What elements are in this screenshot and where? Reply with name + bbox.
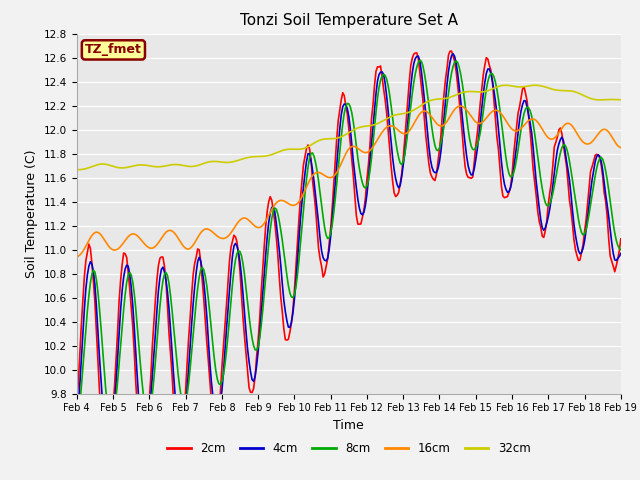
4cm <box>88 261 96 267</box>
Line: 8cm: 8cm <box>77 60 621 424</box>
2cm <box>448 48 456 54</box>
2cm <box>384 127 392 132</box>
Legend: 2cm, 4cm, 8cm, 16cm, 32cm: 2cm, 4cm, 8cm, 16cm, 32cm <box>163 437 535 460</box>
2cm <box>88 261 96 266</box>
32cm <box>401 110 408 116</box>
8cm <box>401 152 408 157</box>
Title: Tonzi Soil Temperature Set A: Tonzi Soil Temperature Set A <box>240 13 458 28</box>
16cm <box>552 134 559 140</box>
32cm <box>73 167 81 173</box>
2cm <box>403 118 410 123</box>
4cm <box>554 147 561 153</box>
Line: 2cm: 2cm <box>77 51 621 464</box>
2cm <box>554 134 561 140</box>
32cm <box>532 83 540 88</box>
Line: 4cm: 4cm <box>77 54 621 453</box>
8cm <box>416 58 424 63</box>
16cm <box>88 233 96 239</box>
4cm <box>384 107 392 113</box>
Y-axis label: Soil Temperature (C): Soil Temperature (C) <box>25 149 38 278</box>
8cm <box>88 271 96 277</box>
32cm <box>88 164 96 169</box>
8cm <box>383 76 390 82</box>
16cm <box>617 144 625 150</box>
2cm <box>415 56 422 61</box>
16cm <box>383 124 390 130</box>
32cm <box>383 116 390 121</box>
32cm <box>552 87 559 93</box>
X-axis label: Time: Time <box>333 419 364 432</box>
2cm <box>617 236 625 242</box>
4cm <box>449 51 457 57</box>
4cm <box>73 417 81 423</box>
32cm <box>617 97 625 103</box>
4cm <box>617 251 625 256</box>
Text: TZ_fmet: TZ_fmet <box>85 43 142 56</box>
4cm <box>403 137 410 143</box>
32cm <box>174 162 182 168</box>
8cm <box>73 421 81 427</box>
2cm <box>102 461 109 467</box>
4cm <box>176 429 184 434</box>
8cm <box>174 371 182 376</box>
Line: 16cm: 16cm <box>77 106 621 257</box>
32cm <box>413 106 420 111</box>
8cm <box>413 64 420 70</box>
8cm <box>617 247 625 252</box>
16cm <box>457 103 465 109</box>
2cm <box>176 444 184 450</box>
16cm <box>401 131 408 137</box>
16cm <box>174 235 182 241</box>
Line: 32cm: 32cm <box>77 85 621 170</box>
16cm <box>73 254 81 260</box>
8cm <box>552 174 559 180</box>
2cm <box>73 397 81 403</box>
16cm <box>413 116 420 121</box>
4cm <box>415 53 422 59</box>
4cm <box>105 450 113 456</box>
